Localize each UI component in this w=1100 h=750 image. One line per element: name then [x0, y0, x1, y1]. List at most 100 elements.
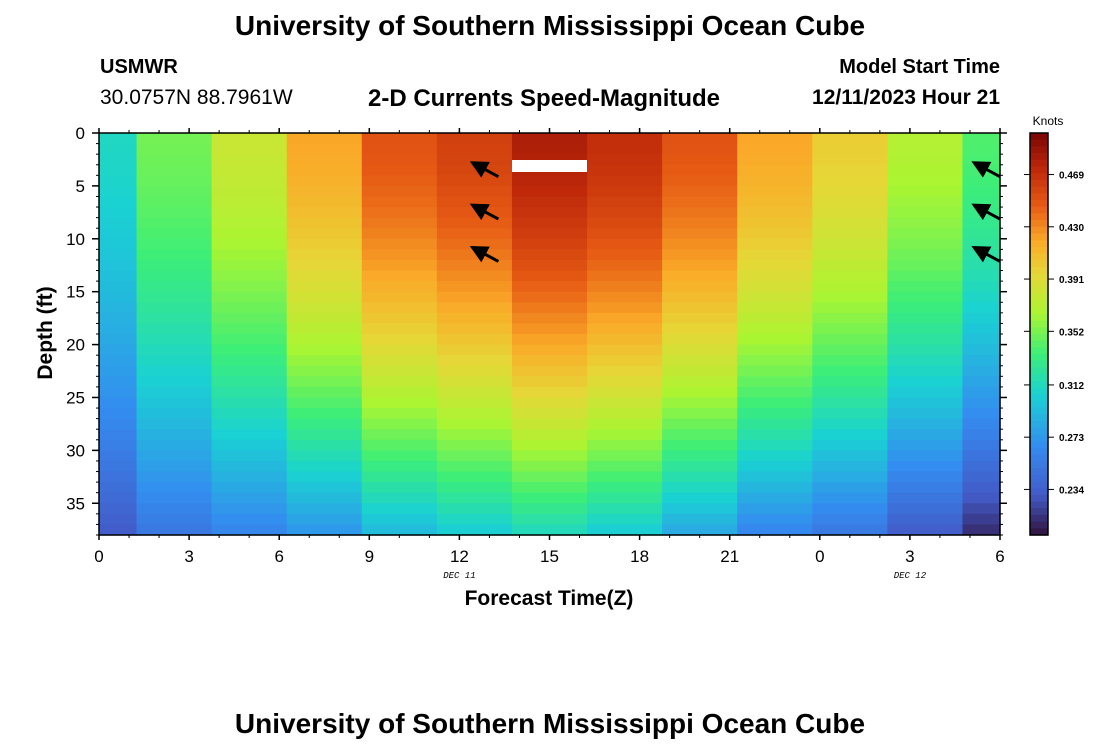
heatmap-cell [587, 323, 663, 335]
x-tick-label: 9 [365, 547, 374, 566]
heatmap-cell [211, 524, 288, 536]
heatmap-cell [361, 418, 438, 430]
colorbar-segment [1030, 514, 1048, 523]
heatmap-cell [136, 196, 213, 208]
heatmap-cell [211, 323, 288, 335]
heatmap-cell [587, 196, 663, 208]
heatmap-cell [511, 185, 588, 198]
heatmap-cell [436, 513, 513, 526]
heatmap-cell [737, 482, 813, 494]
heatmap-cell [136, 154, 213, 166]
heatmap-cell [887, 524, 964, 536]
colorbar-segment [1030, 273, 1048, 281]
heatmap-cell [361, 524, 438, 536]
colorbar-segment [1030, 246, 1048, 255]
heatmap-cell [662, 482, 738, 494]
heatmap-cell [662, 503, 738, 515]
heatmap-cell [511, 482, 588, 494]
heatmap-cell [99, 471, 138, 483]
heatmap-cell [511, 503, 588, 515]
heatmap-cell [962, 365, 1001, 377]
colorbar-segment [1030, 421, 1048, 429]
heatmap-cell [887, 460, 964, 473]
heatmap-cell [361, 249, 438, 261]
current-vector-arrow [971, 245, 1001, 263]
heatmap-cell [361, 270, 438, 282]
heatmap-cell [361, 291, 438, 303]
heatmap-cell [662, 460, 738, 473]
x-tick-label: 12 [450, 547, 469, 566]
heatmap-cell [211, 164, 288, 176]
heatmap-cell [99, 460, 138, 473]
heatmap-cell [286, 133, 363, 145]
heatmap-cell [286, 291, 363, 303]
heatmap-cell [511, 524, 588, 536]
heatmap-cell [136, 228, 213, 240]
heatmap-cell [286, 207, 363, 219]
heatmap-cell [962, 418, 1001, 430]
heatmap-cell [812, 344, 888, 356]
heatmap-cell [587, 386, 663, 399]
heatmap-cell [812, 270, 888, 282]
heatmap-cell [361, 482, 438, 494]
heatmap-cell [887, 164, 964, 176]
colorbar-tick-label: 0.469 [1059, 171, 1084, 182]
heatmap-cell [286, 217, 363, 229]
heatmap-cell [662, 196, 738, 208]
heatmap-cell [887, 408, 964, 420]
heatmap-cell [737, 133, 813, 145]
heatmap-cell [436, 164, 513, 176]
heatmap-cell [587, 418, 663, 430]
heatmap-cell [286, 228, 363, 240]
heatmap-cell [99, 207, 138, 219]
heatmap-cell [436, 270, 513, 282]
heatmap-cell [962, 323, 1001, 335]
heatmap-cell [99, 450, 138, 462]
page-title: University of Southern Mississippi Ocean… [234, 10, 866, 41]
x-tick-label: 21 [720, 547, 739, 566]
heatmap-cell [812, 196, 888, 208]
heatmap-cell [662, 302, 738, 314]
colorbar-segment [1030, 354, 1048, 362]
heatmap-cell [962, 143, 1001, 155]
heatmap-cell [99, 291, 138, 303]
heatmap-cell [812, 503, 888, 515]
heatmap-cell [812, 482, 888, 494]
heatmap-cell [99, 418, 138, 430]
colorbar-segment [1030, 287, 1048, 295]
colorbar-segment [1030, 233, 1048, 241]
heatmap-cell [662, 408, 738, 420]
heatmap-cell [962, 133, 1001, 145]
heatmap-cell [211, 228, 288, 240]
heatmap-cell [587, 365, 663, 377]
colorbar-segment [1030, 474, 1048, 482]
heatmap-cell [211, 429, 288, 441]
heatmap-cell [812, 133, 888, 145]
heatmap-cell [887, 154, 964, 166]
heatmap-cell [662, 281, 738, 293]
heatmap-cell [737, 196, 813, 208]
colorbar-tick-label: 0.430 [1059, 223, 1084, 234]
heatmap-cell [511, 334, 588, 346]
colorbar-segment [1030, 360, 1048, 369]
colorbar-frame [1029, 132, 1049, 536]
colorbar-segment [1030, 293, 1048, 302]
y-tick-label: 30 [66, 441, 85, 460]
current-vector-arrow [469, 161, 500, 179]
heatmap-cell [361, 439, 438, 451]
heatmap-cell [812, 429, 888, 441]
heatmap-cell [962, 259, 1001, 272]
heatmap-cell [136, 164, 213, 176]
x-tick-label: 6 [274, 547, 283, 566]
heatmap-cell [436, 302, 513, 314]
heatmap-cell [211, 482, 288, 494]
heatmap-cell [136, 503, 213, 515]
heatmap-cell [812, 302, 888, 314]
colorbar-ticks: 0.469 0.430 0.391 0.352 0.312 0.273 0.234 [1024, 171, 1084, 496]
heatmap-cell [887, 249, 964, 261]
heatmap-cell [887, 513, 964, 526]
heatmap-cell [812, 207, 888, 219]
colorbar-tick-label: 0.234 [1059, 485, 1084, 496]
heatmap-cell [962, 334, 1001, 346]
heatmap-cell [737, 450, 813, 462]
